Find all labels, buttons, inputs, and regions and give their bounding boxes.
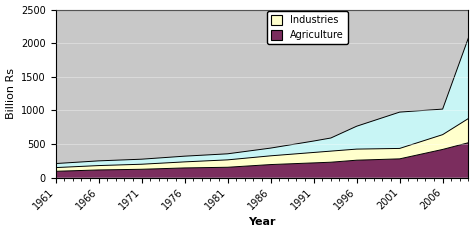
Legend: Industries, Agriculture: Industries, Agriculture	[267, 11, 348, 44]
Y-axis label: Billion Rs: Billion Rs	[6, 68, 16, 119]
X-axis label: Year: Year	[248, 217, 276, 227]
